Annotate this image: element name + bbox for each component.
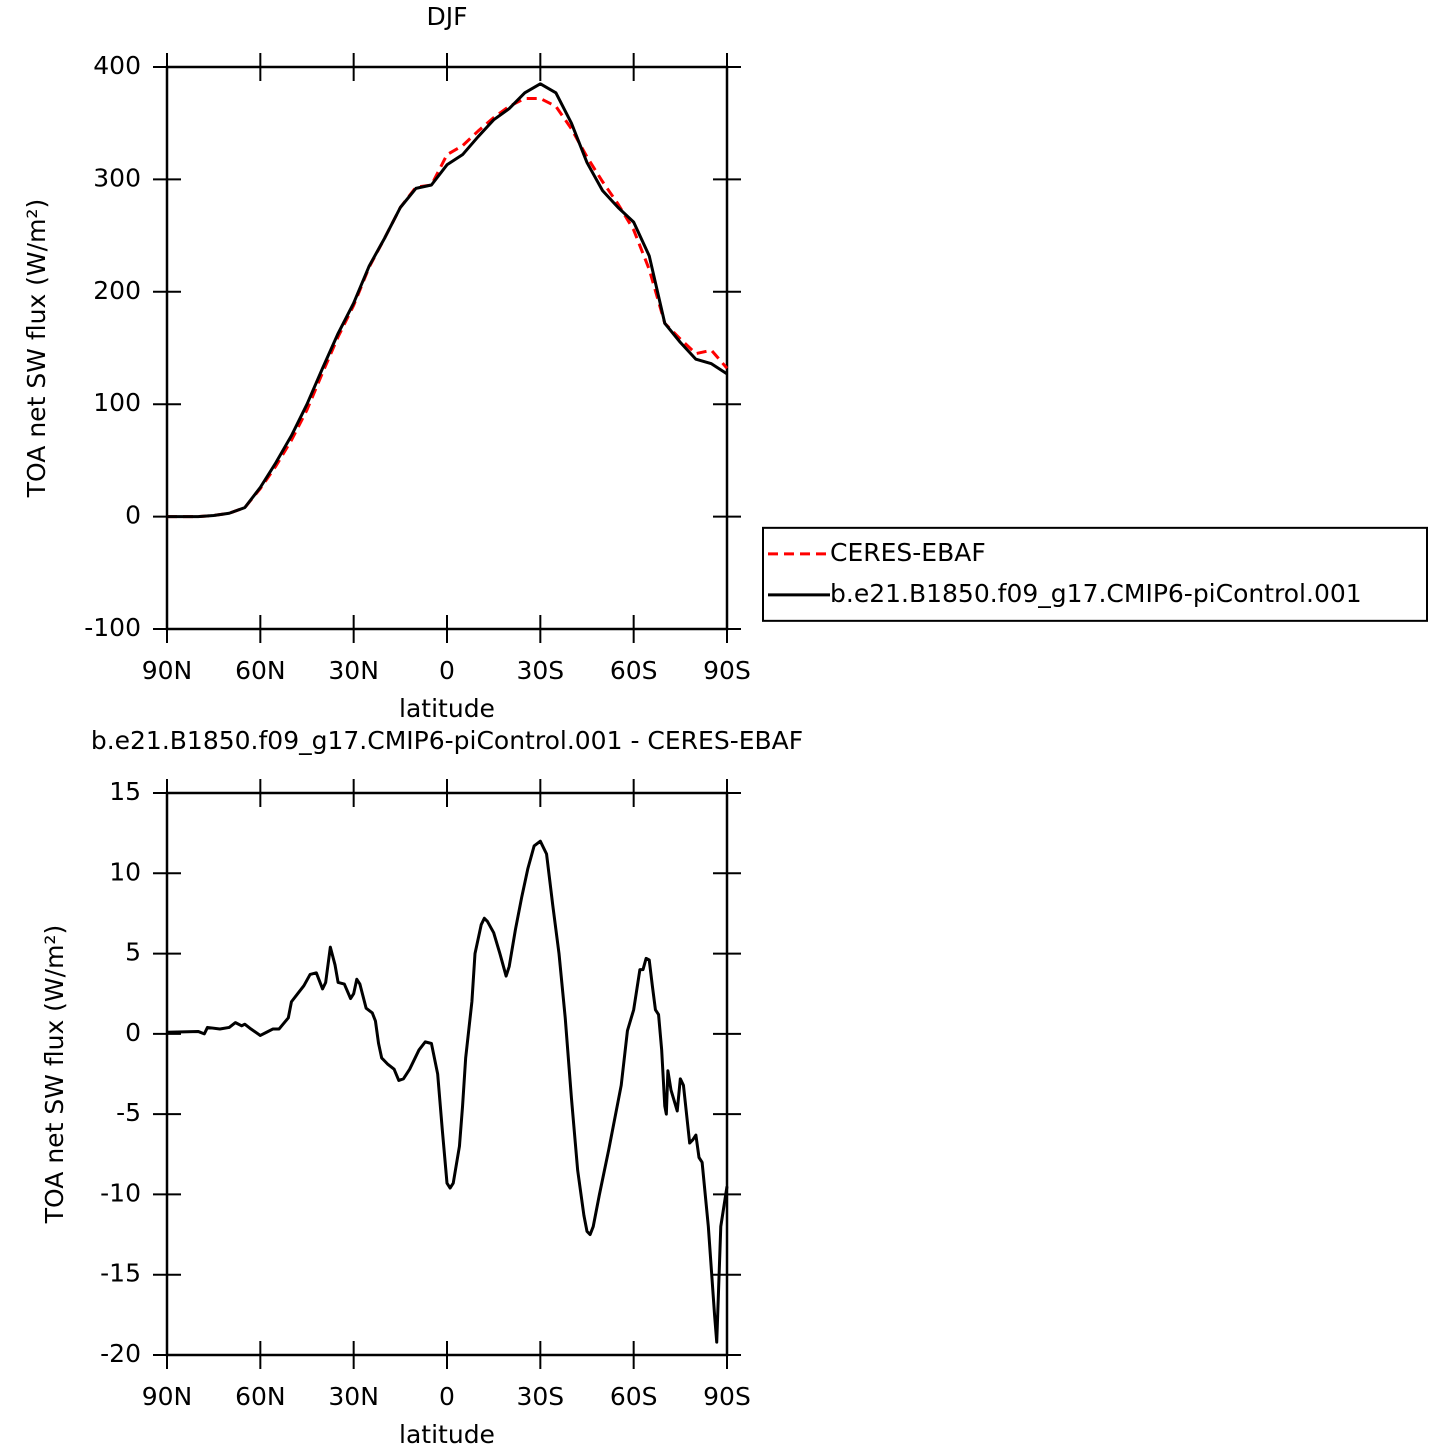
x-tick-label: 60N <box>235 656 286 685</box>
y-tick-label: -100 <box>84 613 141 642</box>
y-tick-label: 0 <box>125 1018 141 1047</box>
data-line <box>167 96 729 519</box>
x-tick-label: 60S <box>610 656 658 685</box>
data-line <box>167 82 728 519</box>
plot-frame <box>165 791 729 1357</box>
legend-label: b.e21.B1850.f09_g17.CMIP6-piControl.001 <box>830 579 1362 608</box>
x-tick-label: 30N <box>328 1382 379 1411</box>
y-tick-label: 200 <box>93 276 141 305</box>
plot-frame <box>165 65 729 631</box>
x-axis-label: latitude <box>399 694 495 723</box>
y-tick-label: 400 <box>93 51 141 80</box>
x-tick-label: 30S <box>516 656 564 685</box>
x-tick-label: 30S <box>516 1382 564 1411</box>
y-tick-label: 15 <box>109 777 141 806</box>
x-tick-label: 90N <box>142 1382 193 1411</box>
y-tick-label: 5 <box>125 938 141 967</box>
x-tick-label: 60S <box>610 1382 658 1411</box>
y-tick-label: 10 <box>109 857 141 886</box>
data-line <box>166 839 729 1344</box>
y-tick-label: -20 <box>100 1339 141 1368</box>
chart-title: DJF <box>426 2 467 31</box>
y-axis-label: TOA net SW flux (W/m²) <box>22 199 51 498</box>
legend-label: CERES-EBAF <box>830 538 986 567</box>
x-tick-label: 90N <box>142 656 193 685</box>
y-axis-label: TOA net SW flux (W/m²) <box>40 925 69 1224</box>
y-tick-label: -10 <box>100 1178 141 1207</box>
legend-box <box>762 526 1428 622</box>
x-tick-label: 0 <box>439 1382 455 1411</box>
x-tick-label: 30N <box>328 656 379 685</box>
y-tick-label: 100 <box>93 388 141 417</box>
chart-title: b.e21.B1850.f09_g17.CMIP6-piControl.001 … <box>91 726 803 755</box>
x-tick-label: 0 <box>439 656 455 685</box>
y-tick-label: -15 <box>100 1259 141 1288</box>
y-tick-label: -5 <box>116 1098 141 1127</box>
x-tick-label: 90S <box>703 656 751 685</box>
y-tick-label: 0 <box>125 501 141 530</box>
x-axis-label: latitude <box>399 1420 495 1449</box>
x-tick-label: 90S <box>703 1382 751 1411</box>
y-tick-label: 300 <box>93 163 141 192</box>
x-tick-label: 60N <box>235 1382 286 1411</box>
